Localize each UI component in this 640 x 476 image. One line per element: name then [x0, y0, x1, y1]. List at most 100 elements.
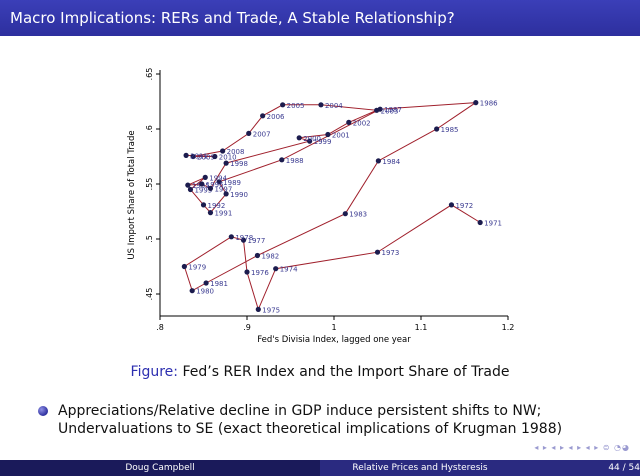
point-label: 2008 — [227, 148, 245, 156]
point-label: 2009 — [197, 154, 215, 162]
data-point — [254, 252, 261, 259]
point-label: 1979 — [188, 264, 206, 272]
point-label: 1999 — [314, 138, 332, 146]
footer-title: Relative Prices and Hysteresis — [352, 463, 488, 473]
x-axis-title: Fed's Divisia Index, lagged one year — [257, 335, 411, 345]
x-tick-label: .9 — [243, 323, 251, 332]
data-point — [279, 157, 285, 163]
bullet-icon — [38, 406, 48, 416]
point-label: 1985 — [441, 126, 459, 134]
x-tick-label: 1 — [331, 323, 336, 332]
caption-label: Figure: — [130, 364, 179, 380]
footer-author: Doug Campbell — [125, 463, 195, 473]
data-point — [244, 269, 250, 275]
point-label: 1977 — [248, 237, 266, 245]
data-point — [189, 288, 195, 294]
data-point — [374, 107, 380, 113]
point-label: 2001 — [332, 132, 350, 140]
point-label: 1987 — [384, 106, 402, 114]
data-point — [318, 102, 324, 108]
data-point — [473, 100, 479, 106]
point-label: 2007 — [253, 130, 271, 138]
data-point — [477, 219, 483, 226]
point-label: 1972 — [455, 202, 473, 210]
y-tick-label: .6 — [145, 125, 154, 133]
point-label: 1984 — [382, 158, 400, 166]
point-label: 1990 — [230, 191, 248, 199]
data-point — [296, 135, 302, 141]
data-point — [207, 185, 214, 191]
point-label: 2000 — [303, 135, 321, 143]
data-point — [260, 113, 266, 119]
y-tick-label: .45 — [145, 288, 154, 301]
data-point — [448, 202, 455, 208]
data-point — [307, 138, 313, 144]
caption-text: Fed’s RER Index and the Import Share of … — [178, 364, 510, 380]
point-label: 1998 — [230, 160, 248, 168]
data-point — [223, 191, 229, 197]
data-point — [202, 174, 208, 180]
footer-right-band — [320, 460, 640, 476]
y-tick-label: .5 — [145, 235, 154, 243]
data-point — [240, 237, 247, 243]
data-point — [228, 234, 234, 240]
footer-page-number: 44 / 54 — [608, 463, 640, 473]
data-point — [255, 306, 261, 312]
data-point — [273, 266, 279, 272]
point-label: 2005 — [287, 102, 305, 110]
data-point — [375, 158, 381, 164]
slide-title-bar: Macro Implications: RERs and Trade, A St… — [0, 0, 640, 36]
point-label: 1980 — [196, 288, 214, 296]
point-label: 1973 — [382, 249, 400, 257]
bullet-text: Appreciations/Relative decline in GDP in… — [58, 402, 598, 438]
point-label: 1981 — [210, 280, 228, 288]
point-label: 1982 — [261, 253, 279, 261]
point-label: 1996 — [206, 181, 224, 189]
point-label: 2004 — [325, 102, 343, 110]
navigation-icons[interactable]: ◂ ▸ ◂ ▸ ◂ ▸ ◂ ▸ ⊜ ◔◕ — [534, 443, 630, 452]
point-label: 1988 — [286, 157, 304, 165]
point-label: 1993 — [194, 187, 212, 195]
x-tick-label: 1.2 — [502, 323, 515, 332]
data-point — [220, 148, 226, 154]
footer-bar: Doug Campbell Relative Prices and Hyster… — [0, 460, 640, 476]
point-label: 2011 — [190, 152, 208, 160]
y-axis-title: US Import Share of Total Trade — [127, 130, 137, 259]
point-label: 1991 — [214, 210, 232, 218]
x-tick-label: 1.1 — [415, 323, 428, 332]
figure-caption: Figure: Fed’s RER Index and the Import S… — [0, 364, 640, 380]
point-label: 1983 — [349, 211, 367, 219]
point-label: 1989 — [223, 179, 241, 187]
point-label: 1975 — [262, 306, 280, 314]
point-label: 1986 — [480, 100, 498, 108]
data-point — [190, 153, 196, 160]
footer-left-band — [0, 460, 320, 476]
point-label: 1976 — [251, 269, 269, 277]
data-point — [185, 182, 191, 188]
point-label: 1974 — [280, 266, 298, 274]
y-tick-label: .65 — [145, 68, 154, 81]
y-tick-label: .55 — [145, 178, 154, 191]
data-point — [187, 186, 194, 193]
slide-title: Macro Implications: RERs and Trade, A St… — [10, 9, 455, 27]
data-point — [342, 211, 348, 217]
data-point — [325, 131, 331, 138]
data-point — [181, 263, 187, 270]
point-label: 1978 — [235, 234, 253, 242]
data-point — [199, 181, 205, 187]
bullet-line-2: Undervaluations to SE (exact theoretical… — [58, 421, 563, 437]
data-point — [374, 249, 381, 255]
data-point — [183, 152, 189, 158]
x-tick-label: .8 — [156, 323, 164, 332]
data-point — [212, 153, 218, 160]
data-point — [346, 119, 352, 125]
data-point — [200, 202, 207, 208]
point-label: 2010 — [219, 154, 237, 162]
point-label: 2003 — [381, 107, 399, 115]
data-point — [223, 160, 229, 166]
data-point — [246, 130, 252, 136]
data-point — [203, 280, 209, 286]
point-label: 2002 — [353, 119, 371, 127]
data-point — [434, 126, 440, 132]
